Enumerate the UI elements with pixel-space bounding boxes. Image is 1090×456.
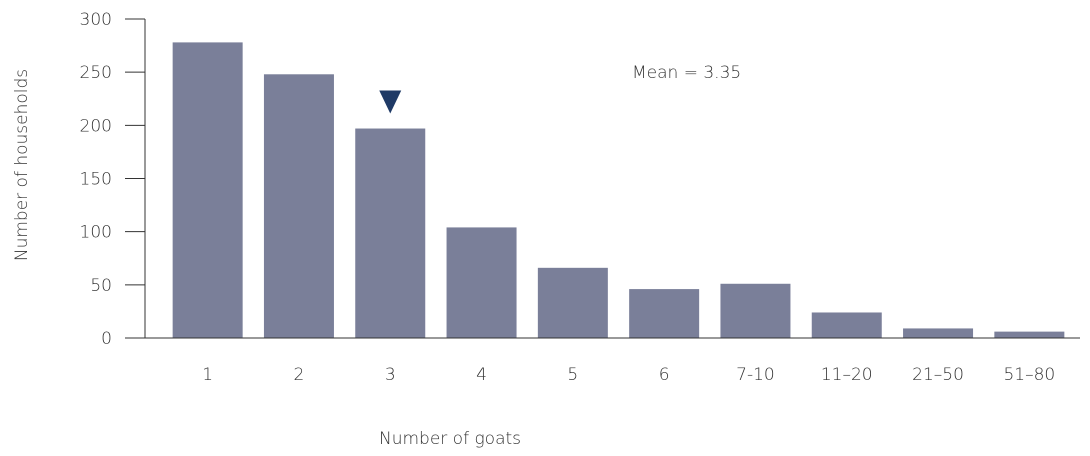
x-axis-tick-labels: 1 2 3 4 5 6 7-10 11–20 21–50 51–80 (202, 365, 1055, 385)
mean-marker-triangle-icon (379, 90, 402, 114)
bar (811, 312, 882, 338)
y-tick-label: 300 (80, 10, 112, 30)
bar (720, 283, 791, 338)
x-axis-title: Number of goats (379, 429, 521, 449)
x-tick-label: 1 (202, 365, 213, 385)
x-tick-label: 4 (476, 365, 487, 385)
y-axis-title: Number of households (12, 69, 32, 261)
bar (537, 267, 608, 338)
mean-annotation: Mean = 3.35 (632, 63, 741, 83)
bar (994, 331, 1065, 338)
y-tick-label: 0 (101, 329, 112, 349)
y-tick-label: 150 (80, 170, 112, 190)
x-tick-label: 11–20 (821, 365, 873, 385)
y-tick-label: 200 (80, 116, 112, 136)
bar (903, 328, 974, 338)
x-tick-label: 6 (659, 365, 670, 385)
x-tick-label: 5 (567, 365, 578, 385)
y-tick-label: 50 (90, 276, 112, 296)
y-tick-label: 100 (80, 223, 112, 243)
bar (355, 128, 426, 338)
bar (172, 42, 243, 338)
x-tick-label: 21–50 (912, 365, 964, 385)
x-tick-label: 7-10 (736, 365, 775, 385)
bar (263, 74, 334, 338)
y-axis-ticks: 0 50 100 150 200 250 300 (80, 10, 145, 349)
bar (446, 227, 517, 338)
x-tick-label: 51–80 (1003, 365, 1055, 385)
bar (629, 289, 700, 338)
bars (172, 42, 1065, 338)
x-tick-label: 2 (294, 365, 305, 385)
y-tick-label: 250 (80, 63, 112, 83)
x-tick-label: 3 (385, 365, 396, 385)
